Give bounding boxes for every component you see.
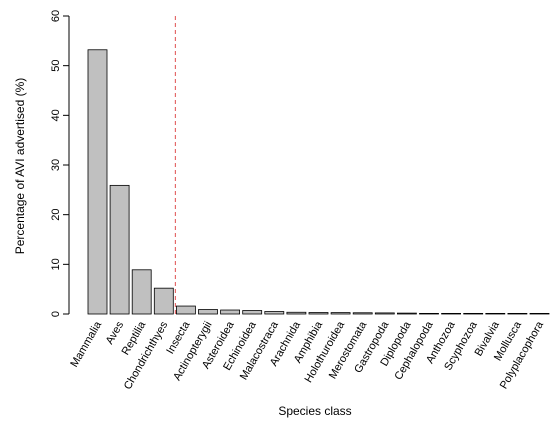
- bar-anthozoa: [441, 312, 462, 315]
- bar-malacostraca: [264, 311, 285, 315]
- bar-actinopterygii: [198, 309, 218, 315]
- bar-aves: [109, 184, 130, 315]
- bar-diplopoda: [396, 312, 417, 315]
- y-axis-title: Percentage of AVI advertised (%): [13, 78, 27, 255]
- bar-reptilia: [131, 269, 152, 315]
- bar-mollusca: [507, 312, 528, 315]
- bar-chondrichthyes: [153, 287, 174, 315]
- x-tick-label: Mammalia: [68, 319, 104, 370]
- bar-insecta: [175, 305, 196, 315]
- y-tick-label: 50: [50, 60, 62, 72]
- y-tick-label: 0: [50, 311, 62, 317]
- y-tick-label: 40: [50, 109, 62, 121]
- bar-scyphozoa: [463, 312, 484, 315]
- bar-cephalopoda: [419, 312, 439, 315]
- bar-arachnida: [286, 311, 307, 315]
- bar-merostomata: [352, 312, 373, 315]
- y-tick-label: 30: [50, 159, 62, 171]
- y-tick-label: 10: [50, 258, 62, 270]
- bar-echinoidea: [242, 310, 263, 315]
- bar-mammalia: [87, 49, 108, 315]
- x-tick-labels: Mammalia AvesReptiliaChondrichthyesInsect…: [68, 319, 546, 392]
- x-tick-label: Aves: [104, 319, 127, 346]
- bar-holothuroidea: [330, 312, 351, 315]
- bar-amphibia: [308, 312, 329, 315]
- y-tick-label: 60: [50, 10, 62, 22]
- y-axis: 0 10 20 30 40 50 60: [50, 10, 70, 317]
- bar-polyplacophora: [529, 312, 550, 315]
- y-tick-label: 20: [50, 209, 62, 221]
- bar-bivalvia: [485, 312, 506, 315]
- bar-asteroidea: [220, 309, 241, 315]
- x-axis-title: Species class: [278, 404, 351, 418]
- bars: [87, 49, 550, 315]
- bar-gastropoda: [374, 312, 395, 315]
